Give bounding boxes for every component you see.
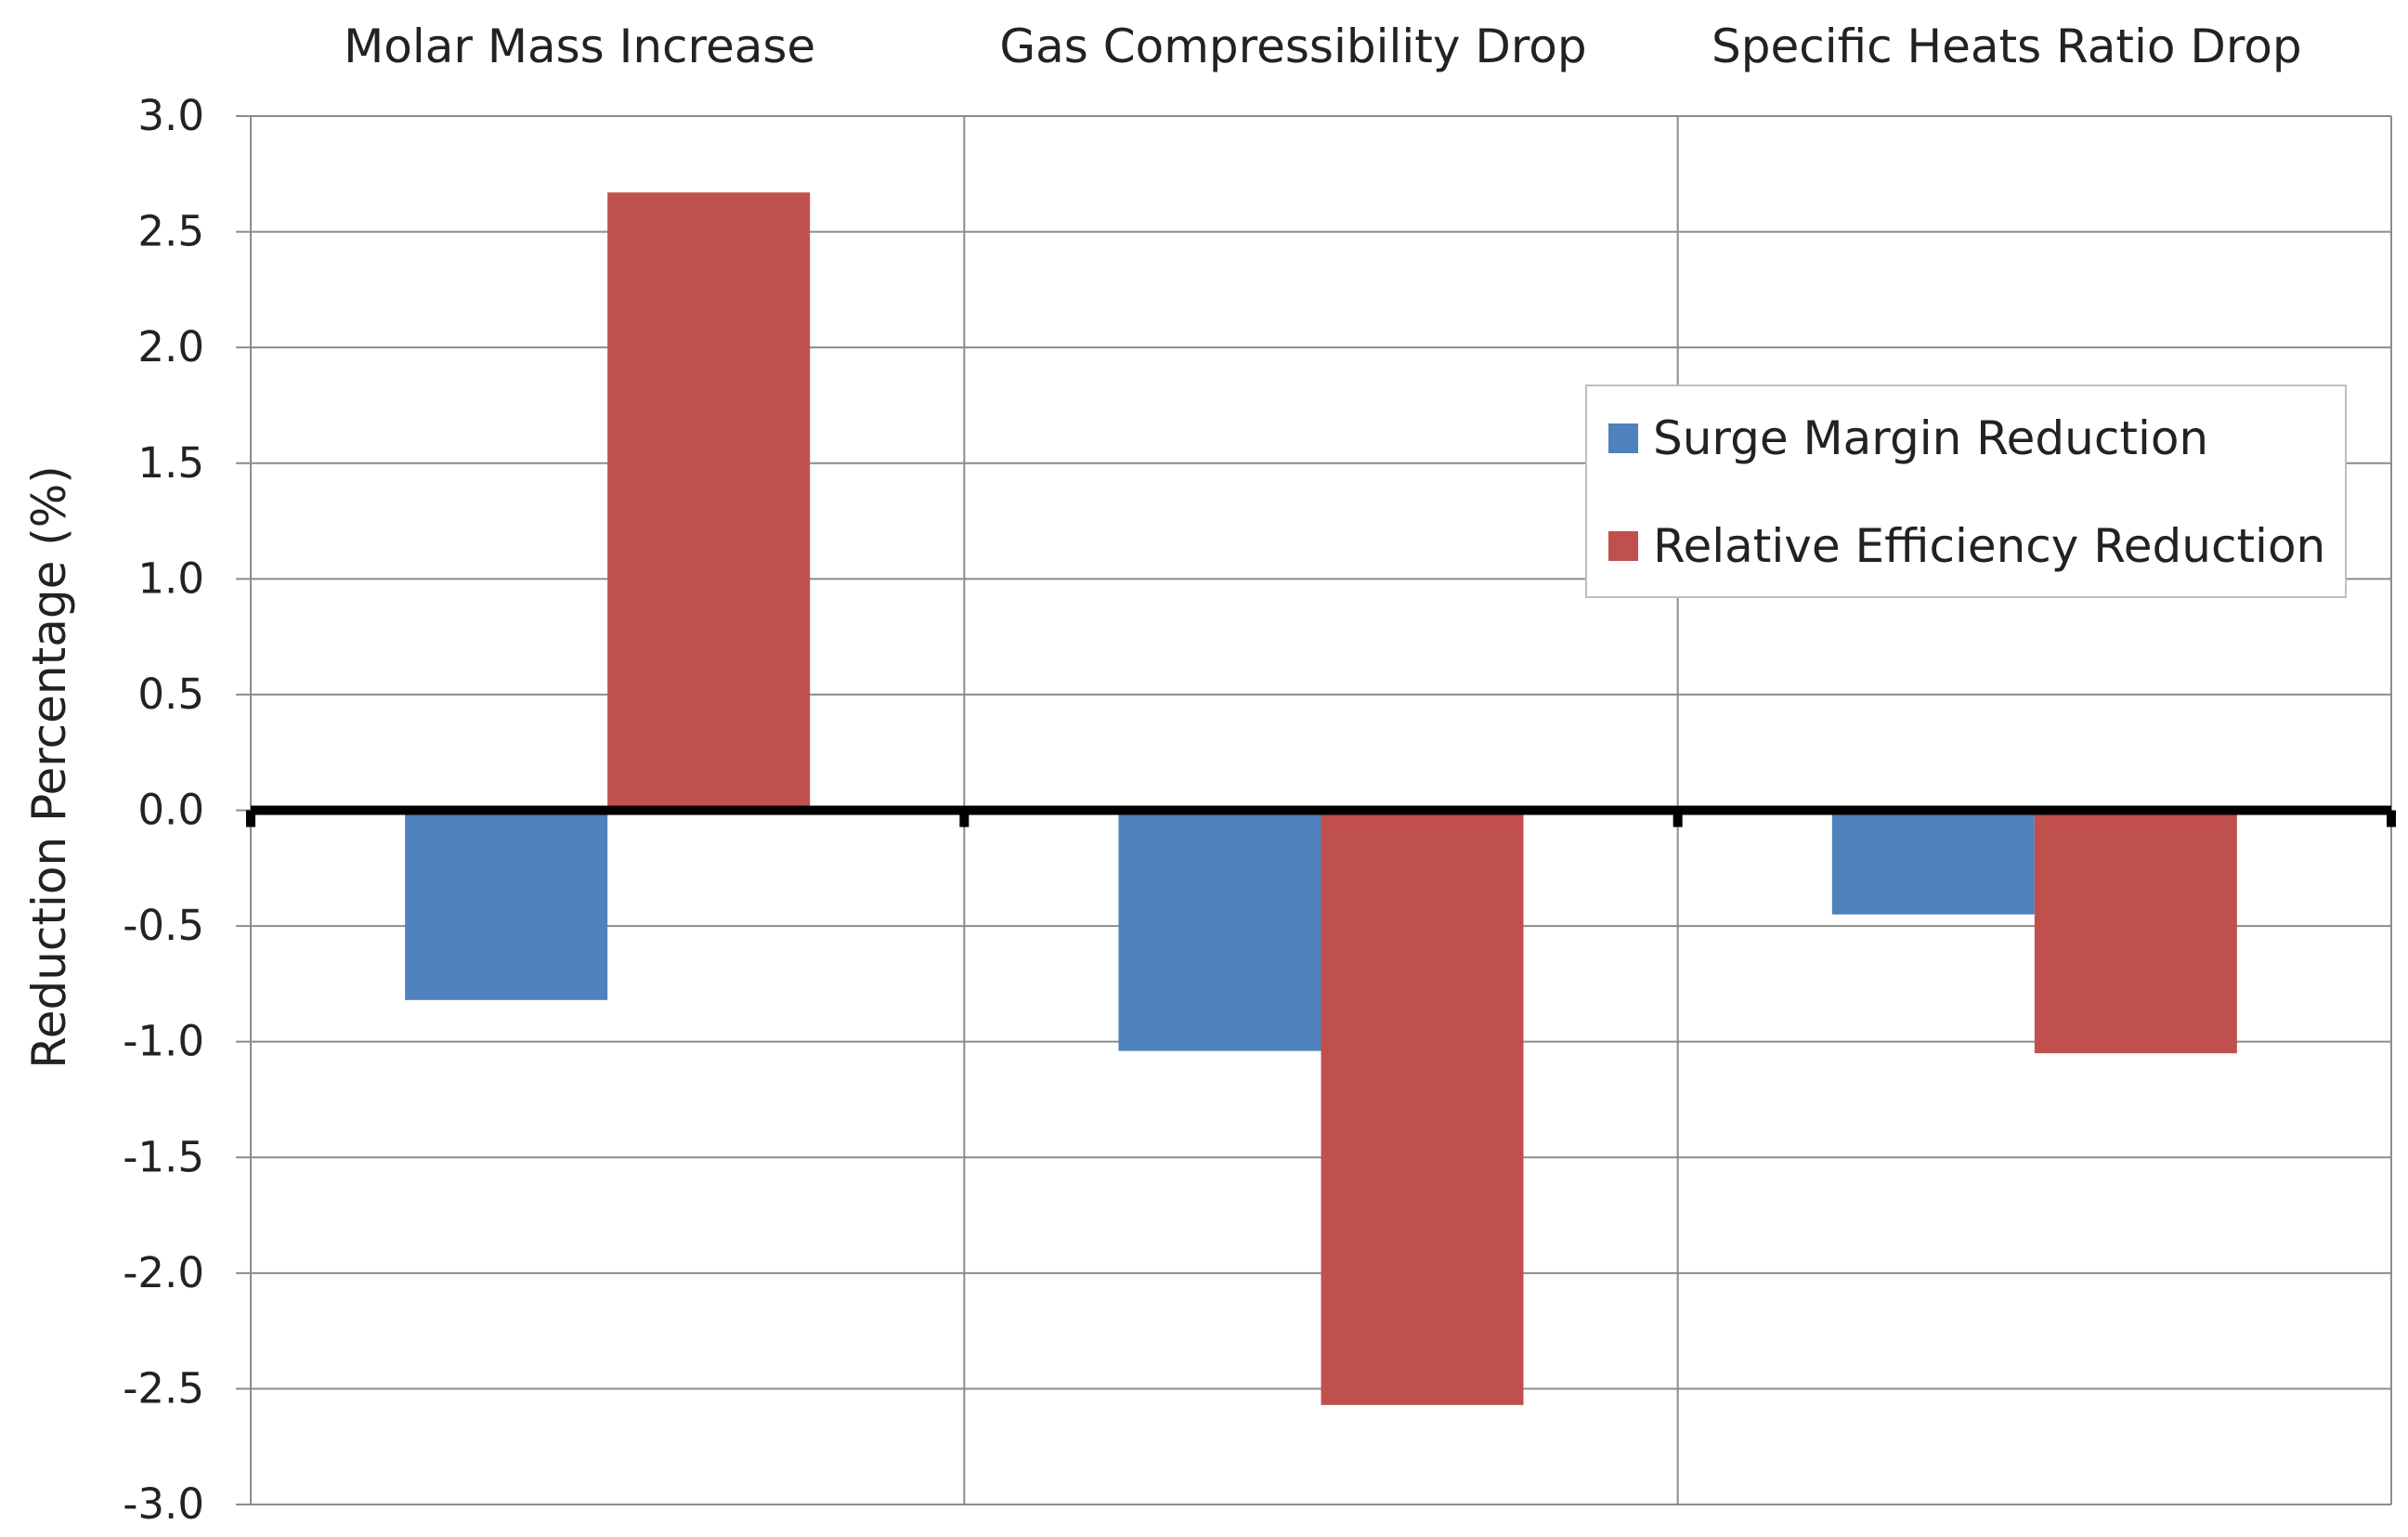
bars: [405, 192, 2237, 1405]
y-tick-label: 1.5: [137, 438, 204, 488]
legend-label: Surge Margin Reduction: [1653, 411, 2208, 465]
legend-swatch: [1608, 531, 1638, 561]
category-labels: Molar Mass Increase Gas Compressibility D…: [344, 20, 2302, 73]
y-axis-title: Reduction Percentage (%): [22, 465, 76, 1069]
category-label: Specific Heats Ratio Drop: [1712, 20, 2302, 73]
y-tick-labels: 3.0 2.5 2.0 1.5 1.0 0.5 0.0 -0.5 -1.0 -1.5 -2.0 -2.…: [123, 91, 204, 1529]
axes: [246, 805, 2396, 827]
legend-box: [1585, 384, 2347, 598]
y-tick-label: 0.5: [137, 670, 204, 719]
legend-label: Relative Efficiency Reduction: [1653, 519, 2325, 573]
y-tick-label: 2.0: [137, 322, 204, 371]
bar-relative-efficiency-reduction-1: [1321, 810, 1524, 1405]
y-tick-label: -2.5: [123, 1363, 204, 1413]
legend: Surge Margin Reduction Relative Efficienc…: [1585, 384, 2347, 598]
y-tick-label: -1.0: [123, 1017, 204, 1066]
y-tick-label: -3.0: [123, 1479, 204, 1529]
bar-relative-efficiency-reduction-2: [2034, 810, 2237, 1054]
bar-surge-margin-reduction-2: [1831, 810, 2035, 915]
y-tick-label: -0.5: [123, 901, 204, 950]
category-label: Molar Mass Increase: [344, 20, 815, 73]
y-tick-label: -1.5: [123, 1132, 204, 1181]
bar-surge-margin-reduction-0: [405, 810, 608, 1000]
legend-swatch: [1608, 423, 1638, 453]
y-tick-label: -2.0: [123, 1248, 204, 1297]
bar-relative-efficiency-reduction-0: [607, 192, 811, 811]
y-tick-label: 0.0: [137, 786, 204, 835]
y-tick-label: 1.0: [137, 554, 204, 603]
category-label: Gas Compressibility Drop: [999, 20, 1586, 73]
y-tick-label: 2.5: [137, 207, 204, 256]
y-tick-label: 3.0: [137, 91, 204, 140]
bar-surge-margin-reduction-1: [1118, 810, 1321, 1051]
